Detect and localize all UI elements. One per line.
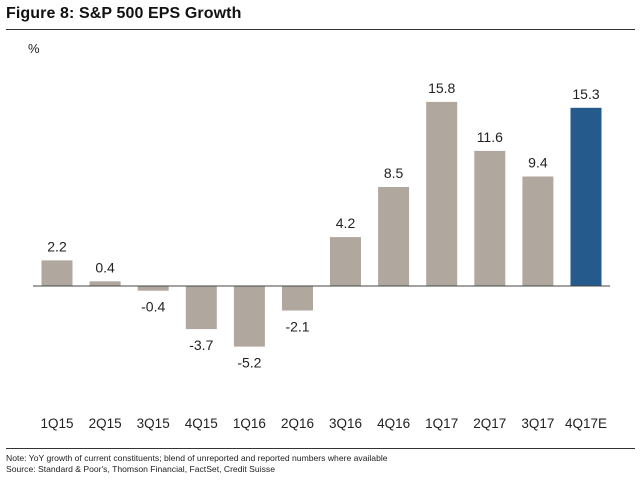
bar-3q17 bbox=[522, 176, 554, 286]
bar-1q17 bbox=[426, 101, 458, 287]
bar-chart: % 2.2 0.4 -0.4 -3.7 -5.2 -2.1 4.2 8.5 15.8 11.6 9.… bbox=[28, 41, 610, 431]
bar-1q15 bbox=[41, 260, 73, 286]
x-tick-label-4q16: 4Q16 bbox=[377, 416, 410, 431]
value-label-3q15: -0.4 bbox=[141, 299, 165, 315]
value-label-4q17e: 15.3 bbox=[572, 86, 599, 102]
footnote-source: Source: Standard & Poor's, Thomson Finan… bbox=[6, 464, 275, 474]
bar-2q15 bbox=[89, 281, 121, 286]
value-label-2q15: 0.4 bbox=[95, 259, 115, 275]
value-label-4q15: -3.7 bbox=[189, 337, 213, 353]
value-label-3q16: 4.2 bbox=[336, 215, 356, 231]
bar-3q15 bbox=[137, 286, 169, 291]
footnote-note: Note: YoY growth of current constituents… bbox=[6, 453, 388, 463]
x-tick-label-2q15: 2Q15 bbox=[89, 416, 122, 431]
footer-divider bbox=[6, 448, 635, 449]
x-tick-label-2q16: 2Q16 bbox=[281, 416, 314, 431]
x-tick-label-3q16: 3Q16 bbox=[329, 416, 362, 431]
bar-3q16 bbox=[330, 237, 361, 286]
value-label-2q17: 11.6 bbox=[477, 129, 503, 145]
x-tick-label-1q17: 1Q17 bbox=[425, 416, 458, 431]
value-label-2q16: -2.1 bbox=[285, 319, 309, 335]
bar-4q17e bbox=[570, 107, 602, 286]
chart-title: Figure 8: S&P 500 EPS Growth bbox=[6, 5, 242, 22]
x-tick-label-3q17: 3Q17 bbox=[521, 416, 554, 431]
x-tick-label-3q15: 3Q15 bbox=[137, 416, 170, 431]
bar-2q17 bbox=[474, 150, 506, 286]
bar-4q15 bbox=[185, 286, 217, 330]
value-labels-group: 2.2 0.4 -0.4 -3.7 -5.2 -2.1 4.2 8.5 15.8 11.6 9.4 1… bbox=[47, 80, 600, 371]
x-tick-label-1q16: 1Q16 bbox=[233, 416, 266, 431]
value-label-4q16: 8.5 bbox=[384, 165, 404, 181]
bars-group bbox=[41, 101, 602, 347]
x-tick-label-4q17e: 4Q17E bbox=[565, 416, 607, 431]
value-label-1q17: 15.8 bbox=[428, 80, 455, 96]
title-divider bbox=[6, 29, 635, 30]
x-tick-labels-group: 1Q15 2Q15 3Q15 4Q15 1Q16 2Q16 3Q16 4Q16 1Q17 2Q17… bbox=[40, 416, 607, 431]
x-tick-label-1q15: 1Q15 bbox=[40, 416, 73, 431]
value-label-1q15: 2.2 bbox=[47, 238, 67, 254]
value-label-1q16: -5.2 bbox=[237, 355, 261, 371]
bar-1q16 bbox=[233, 286, 265, 347]
bar-2q16 bbox=[282, 286, 313, 311]
y-axis-unit-label: % bbox=[28, 41, 40, 56]
x-tick-label-4q15: 4Q15 bbox=[185, 416, 218, 431]
bar-4q16 bbox=[378, 187, 410, 286]
value-label-3q17: 9.4 bbox=[528, 155, 548, 171]
x-tick-label-2q17: 2Q17 bbox=[473, 416, 506, 431]
